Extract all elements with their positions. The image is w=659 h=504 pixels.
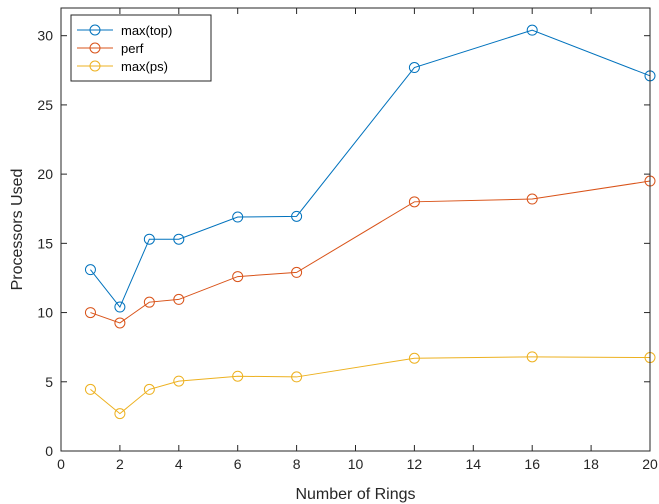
data-point bbox=[526, 24, 538, 36]
series-layer bbox=[84, 24, 656, 420]
series-line-0 bbox=[90, 29, 651, 308]
legend: max(top) perf max(ps) bbox=[70, 14, 212, 82]
data-point bbox=[173, 293, 185, 305]
data-point bbox=[232, 271, 244, 283]
series-line-2 bbox=[90, 356, 651, 415]
data-point bbox=[143, 296, 155, 308]
data-point bbox=[173, 375, 185, 387]
data-point bbox=[291, 210, 303, 222]
data-point bbox=[143, 383, 155, 395]
series-line-1 bbox=[90, 180, 651, 324]
x-tick-label: 0 bbox=[57, 456, 65, 472]
data-point bbox=[232, 211, 244, 223]
x-tick-label: 2 bbox=[116, 456, 124, 472]
data-point bbox=[114, 408, 126, 420]
data-point bbox=[173, 233, 185, 245]
data-point bbox=[84, 307, 96, 319]
x-tick-label: 12 bbox=[407, 456, 423, 472]
legend-label: perf bbox=[121, 41, 144, 56]
y-tick-label: 15 bbox=[37, 235, 53, 251]
legend-label: max(top) bbox=[121, 23, 172, 38]
data-point bbox=[408, 62, 420, 74]
y-tick-label: 30 bbox=[37, 28, 53, 44]
x-tick-label: 6 bbox=[234, 456, 242, 472]
x-tick-label: 4 bbox=[175, 456, 183, 472]
data-point bbox=[114, 317, 126, 329]
x-tick-label: 14 bbox=[466, 456, 482, 472]
y-tick-label: 0 bbox=[45, 443, 53, 459]
y-tick-label: 5 bbox=[45, 374, 53, 390]
legend-label: max(ps) bbox=[121, 59, 168, 74]
data-point bbox=[526, 351, 538, 363]
data-point bbox=[291, 371, 303, 383]
data-point bbox=[408, 196, 420, 208]
data-point bbox=[291, 266, 303, 278]
y-tick-label: 10 bbox=[37, 305, 53, 321]
y-tick-label: 25 bbox=[37, 97, 53, 113]
plot-area bbox=[61, 8, 650, 451]
y-tick-label: 20 bbox=[37, 166, 53, 182]
data-point bbox=[84, 264, 96, 276]
legend-swatch-marker bbox=[89, 60, 101, 72]
x-tick-label: 20 bbox=[642, 456, 658, 472]
legend-swatch-marker bbox=[89, 42, 101, 54]
data-point bbox=[526, 193, 538, 205]
x-tick-label: 18 bbox=[583, 456, 599, 472]
data-point bbox=[232, 370, 244, 382]
y-axis-title: Processors Used bbox=[9, 169, 26, 291]
legend-swatch-marker bbox=[89, 24, 101, 36]
data-point bbox=[143, 233, 155, 245]
x-axis-title: Number of Rings bbox=[295, 486, 415, 503]
x-tick-label: 8 bbox=[293, 456, 301, 472]
data-point bbox=[408, 352, 420, 364]
data-point bbox=[84, 383, 96, 395]
x-tick-label: 16 bbox=[524, 456, 540, 472]
data-point bbox=[114, 301, 126, 313]
tick-layer: 0 2 4 6 8 10 12 14 16 18 20 0 5 10 15 20 25 30 bbox=[37, 8, 658, 472]
x-tick-label: 10 bbox=[348, 456, 364, 472]
